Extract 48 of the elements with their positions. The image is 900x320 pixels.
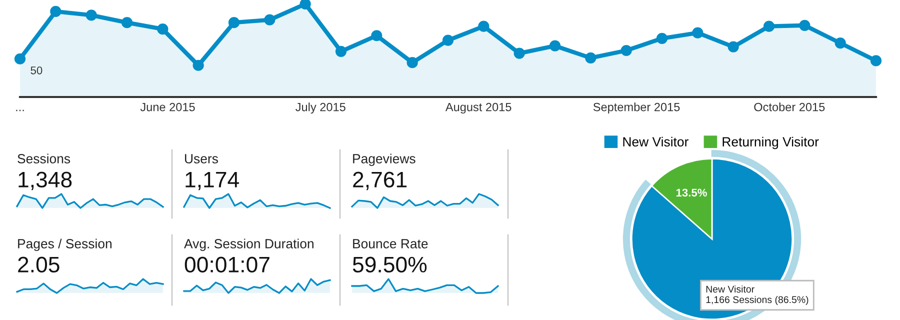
x-tick-label: September 2015 [593,102,680,114]
point [763,20,775,32]
x-tick-label: July 2015 [296,102,346,114]
point [870,55,882,66]
chart-title: Sessions [18,154,70,164]
point [478,20,490,32]
point [335,46,347,57]
point [300,0,311,10]
chart-title: Bounce Rate [353,239,428,248]
x-tick-label: October 2015 [754,102,825,112]
chart-subtitle: 1,348 [18,172,72,190]
chart-title: Avg. Session Duration [184,238,314,251]
point [50,6,62,17]
point [192,60,204,71]
point [620,44,632,56]
point [514,48,525,59]
legend-label: New Visitor [623,136,688,147]
chart-subtitle: 2,761 [353,172,407,190]
x-tick-label: August 2015 [445,102,512,114]
point [692,27,704,38]
annotation: 50 [30,66,42,74]
point [121,17,133,28]
chart-subtitle: 1,174 [186,172,239,190]
point [799,20,810,31]
text: New Visitor 1,166 Sessions (86.5%) [706,285,808,306]
chart-title: Users [185,154,218,164]
legend-label: Returning Visitor [722,136,819,150]
chart-title: Pages / Session [18,238,112,251]
x-tick-label: June 2015 [140,102,195,112]
chart-title: Pageviews [353,154,416,166]
point [86,10,97,21]
point [728,41,739,52]
point [157,24,168,35]
data-label: 13.5% [676,188,707,197]
chart-subtitle: 59.50% [352,256,427,273]
point [14,53,26,64]
point [264,14,276,26]
point [585,52,596,64]
point [834,38,846,49]
point [656,32,668,44]
chart-subtitle: 2.05 [18,256,60,273]
point [371,30,382,42]
point [442,34,454,46]
point [549,40,561,52]
x-tick-label: ... [16,110,24,112]
chart-subtitle: 00:01:07 [184,256,270,273]
point [228,17,240,28]
point [406,57,418,68]
